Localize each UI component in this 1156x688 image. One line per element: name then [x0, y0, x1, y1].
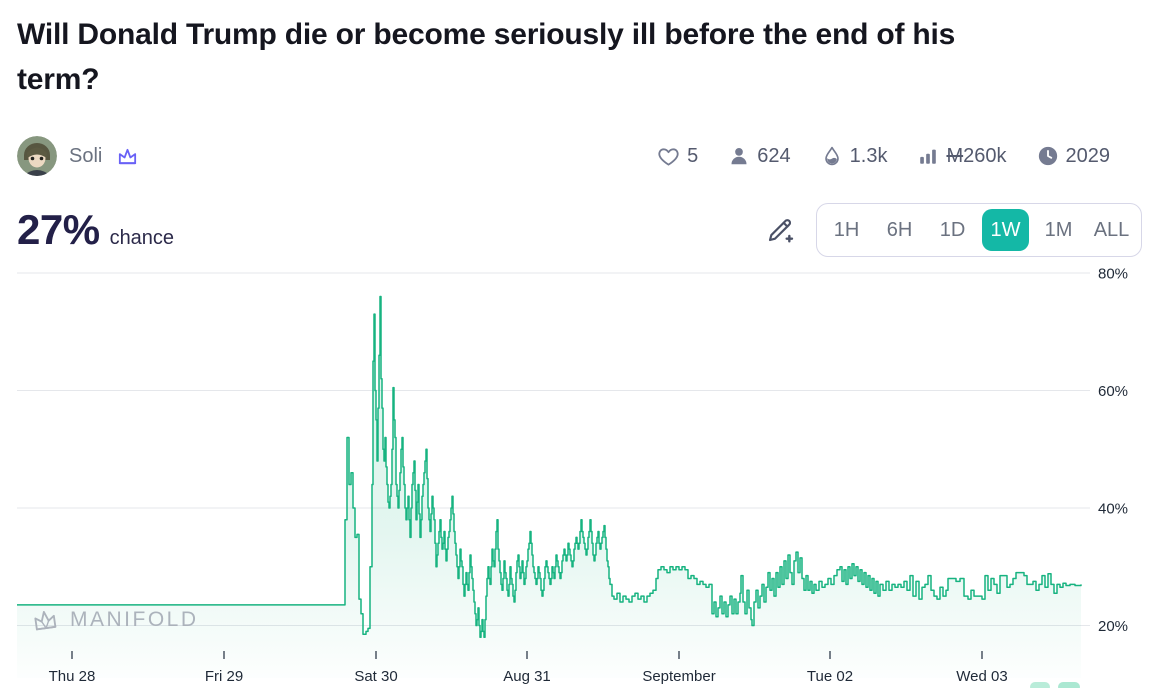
time-range-selector: 1H 6H 1D 1W 1M ALL: [816, 203, 1142, 257]
range-button-6h[interactable]: 6H: [876, 209, 923, 251]
creator-name[interactable]: Soli: [69, 144, 103, 167]
range-button-1h[interactable]: 1H: [823, 209, 870, 251]
range-button-1d[interactable]: 1D: [929, 209, 976, 251]
stat-liquidity-value: 1.3k: [849, 144, 888, 167]
stat-likes-value: 5: [687, 144, 699, 167]
stat-volume[interactable]: M260k: [917, 144, 1007, 168]
droplet-icon: [824, 146, 839, 166]
svg-text:Aug 31: Aug 31: [503, 668, 551, 685]
stat-volume-value: 260k: [963, 144, 1007, 167]
clock-icon: [1038, 146, 1057, 166]
stat-liquidity[interactable]: 1.3k: [821, 144, 888, 168]
peek-element-left: [1030, 682, 1050, 688]
svg-text:September: September: [642, 668, 715, 685]
market-title: Will Donald Trump die or become seriousl…: [17, 18, 956, 96]
svg-text:Thu 28: Thu 28: [49, 668, 96, 685]
svg-text:20%: 20%: [1098, 618, 1128, 635]
market-stats: 5 624 1.3k: [657, 145, 1110, 168]
peek-element-right: [1058, 682, 1080, 688]
svg-text:Tue 02: Tue 02: [807, 668, 853, 685]
stat-traders[interactable]: 624: [728, 144, 791, 168]
y-axis-labels: 80% 60% 40% 20%: [1098, 268, 1128, 635]
mana-symbol: M: [946, 144, 964, 167]
chart-line: [17, 295, 1082, 639]
chart-controls: 1H 6H 1D 1W 1M ALL: [762, 203, 1142, 257]
chart-area-fill: [17, 296, 1081, 678]
svg-text:40%: 40%: [1098, 501, 1128, 518]
probability-chart[interactable]: 80% 60% 40% 20% Thu 28 Fri 29 Sat 30 Aug 31 Sep…: [0, 268, 1156, 688]
person-icon: [731, 148, 747, 165]
range-button-all[interactable]: ALL: [1088, 209, 1135, 251]
svg-text:80%: 80%: [1098, 268, 1128, 283]
svg-text:Sat 30: Sat 30: [354, 668, 397, 685]
stat-close-date-value: 2029: [1065, 144, 1111, 167]
crown-badge-icon: [116, 145, 139, 168]
stat-likes[interactable]: 5: [657, 145, 698, 168]
svg-text:Wed 03: Wed 03: [956, 668, 1007, 685]
probability: 27% chance: [17, 206, 174, 254]
svg-text:60%: 60%: [1098, 383, 1128, 400]
probability-row: 27% chance 1H 6H 1D 1W 1M ALL: [17, 200, 1142, 260]
bar-chart-icon: [920, 149, 937, 164]
svg-text:Fri 29: Fri 29: [205, 668, 243, 685]
x-axis-labels: Thu 28 Fri 29 Sat 30 Aug 31 September Tue 02 W…: [49, 651, 1008, 685]
stat-close-date[interactable]: 2029: [1037, 144, 1111, 168]
heart-icon: [658, 147, 679, 166]
creator-row: Soli 5 624: [17, 134, 1110, 178]
range-button-1m[interactable]: 1M: [1035, 209, 1082, 251]
pencil-plus-icon: [768, 219, 794, 243]
stat-traders-value: 624: [757, 144, 791, 167]
range-button-1w[interactable]: 1W: [982, 209, 1029, 251]
creator[interactable]: Soli: [17, 136, 139, 176]
add-annotation-button[interactable]: [762, 212, 798, 248]
probability-value: 27%: [17, 206, 100, 253]
avatar-image: [17, 136, 57, 176]
avatar[interactable]: [17, 136, 57, 176]
probability-label: chance: [109, 227, 175, 249]
